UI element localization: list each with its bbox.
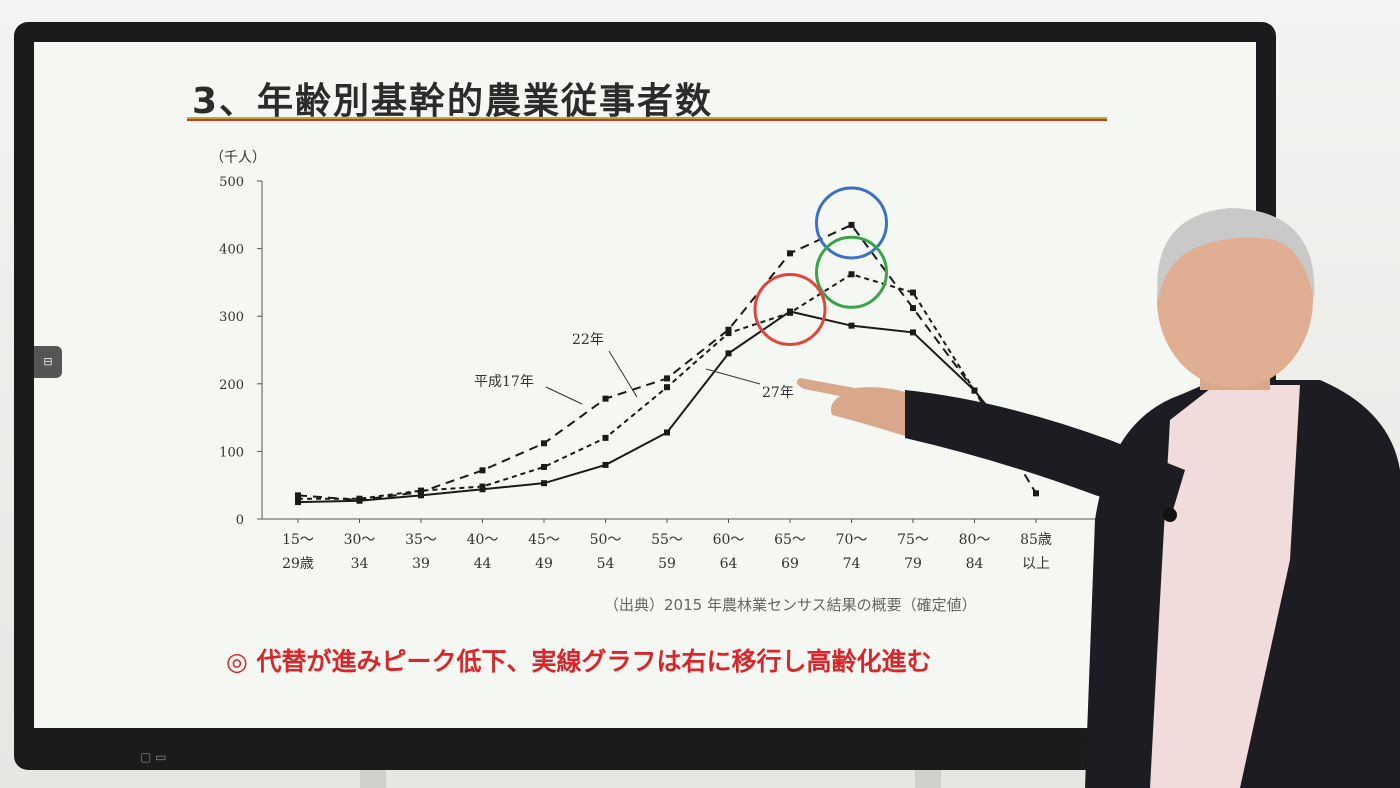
x-tick-label-bottom: 54 [597,556,615,572]
data-point [295,499,301,506]
x-tick-label-top: 65〜 [774,532,806,548]
data-point [787,250,793,257]
x-tick-label-bottom: 29歳 [282,556,314,572]
series-label-2: 27年 [762,385,794,401]
data-point [725,350,732,357]
x-tick-label-top: 45〜 [528,532,560,548]
x-tick-label-top: 80〜 [959,532,991,548]
y-tick-label: 500 [219,175,244,190]
data-point [479,486,486,493]
data-point [848,271,855,278]
x-tick-label-top: 60〜 [713,532,745,548]
x-tick-label-top: 55〜 [651,532,683,548]
data-point [295,492,301,499]
x-tick-label-top: 15〜 [282,532,314,548]
x-tick-label-top: 40〜 [467,532,499,548]
data-point [910,305,916,312]
highlight-circle [815,235,888,309]
y-tick-label: 0 [236,513,244,528]
side-panel-tab-icon[interactable]: ⊟ [34,346,62,378]
slide-title: 3、年齢別基幹的農業従事者数 [192,81,714,122]
x-tick-label-bottom: 44 [474,556,492,572]
chart-series-labels: 平成17年 22年 27年 [474,332,794,405]
data-point [848,322,855,329]
chart-axes: （千人） 0 100 200 300 400 500 15〜 29歳 30〜 34 35〜 39 40〜 4… [210,150,1114,572]
data-point [910,289,916,296]
data-point [787,308,793,315]
x-tick-label-bottom: 34 [351,556,369,572]
y-tick-label: 300 [219,310,244,325]
chart-series [295,221,1039,506]
data-point [848,221,855,228]
series-label-0: 平成17年 [474,374,534,390]
data-point [541,440,547,447]
data-point [295,495,301,502]
data-point [479,467,486,474]
highlight-circle [753,272,827,346]
data-point [971,387,978,394]
series-line-0 [297,223,1037,502]
data-point [725,330,732,337]
data-point [664,375,670,382]
x-tick-label-top: 75〜 [897,532,929,548]
x-tick-label-bottom: 84 [966,556,984,572]
line-chart: （千人） 0 100 200 300 400 500 15〜 29歳 30〜 34 35〜 39 40〜 4… [210,150,1114,572]
data-point [602,434,609,441]
data-point [910,329,916,336]
data-point [664,384,670,391]
x-tick-label-top: 85歳 [1020,532,1052,548]
data-point [418,487,424,494]
x-tick-label-bottom: 以上 [1022,556,1050,572]
data-point [356,497,363,504]
y-tick-label: 400 [219,243,244,258]
source-note: （出典）2015 年農林業センサス結果の概要（確定値） [604,596,977,614]
series-leader-line [705,368,761,385]
x-tick-label-top: 50〜 [590,532,622,548]
series-leader-line [545,386,583,405]
data-point [725,326,732,333]
x-tick-label-top: 70〜 [836,532,868,548]
conclusion-text: ◎ 代替が進みピーク低下、実線グラフは右に移行し高齢化進む [226,647,932,676]
x-tick-label-bottom: 64 [720,556,738,572]
x-tick-label-bottom: 79 [904,556,922,572]
series-leader-line [608,350,638,398]
x-tick-label-top: 35〜 [405,532,437,548]
title-rule [187,117,1107,121]
series-label-1: 22年 [572,332,604,348]
data-point [1033,465,1039,472]
highlight-circle [815,186,888,260]
data-point [602,461,609,468]
x-tick-label-bottom: 39 [412,556,430,572]
data-point [541,480,547,487]
data-point [418,492,424,499]
y-tick-label: 100 [219,445,244,460]
chart-highlights [753,186,888,346]
y-tick-label: 200 [219,378,244,393]
x-tick-label-bottom: 74 [843,556,861,572]
bezel-logo-icon: ▢ ▭ [140,750,167,764]
x-tick-label-top: 30〜 [344,532,376,548]
y-axis-unit-label: （千人） [210,150,266,166]
x-tick-label-bottom: 49 [535,556,553,572]
x-tick-label-bottom: 69 [781,556,799,572]
data-point [664,429,670,436]
x-tick-label-bottom: 59 [658,556,676,572]
data-point [541,463,547,470]
data-point [1033,490,1039,497]
slide-screen: 3、年齢別基幹的農業従事者数 （千人） 0 100 200 300 400 500 15〜 29… [34,42,1256,728]
series-line-2 [297,310,1037,504]
data-point [602,395,609,402]
